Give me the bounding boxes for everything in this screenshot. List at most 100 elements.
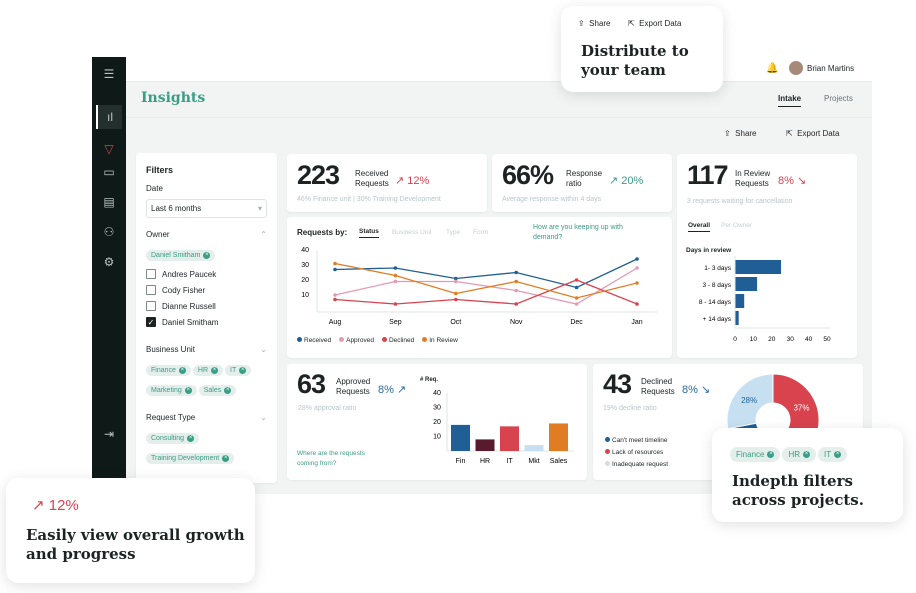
growth-heading: Easily view overall growth and progress <box>26 526 245 563</box>
chevron-down-icon[interactable]: ⌄ <box>260 413 267 422</box>
trend-down-icon: ↘ <box>700 384 711 396</box>
tab-intake[interactable]: Intake <box>778 94 802 107</box>
filter-chip[interactable]: Sales × <box>198 385 237 396</box>
filter-chip[interactable]: Finance × <box>146 365 191 376</box>
page-title: Insights <box>141 90 206 106</box>
insights-icon[interactable]: ıl <box>96 105 122 129</box>
requests-trend-card: Requests by: Status Business Unit Type F… <box>287 217 672 358</box>
x-tick-label: Mkt <box>528 458 539 465</box>
tab-form[interactable]: Form <box>473 229 489 236</box>
data-point <box>514 279 518 284</box>
sidebar: ☰ ıl ▽ ▭ ▤ ⚇ ⚙ ⇥ <box>92 57 126 482</box>
legend-item[interactable]: Received <box>297 337 331 344</box>
remove-icon[interactable]: × <box>211 367 219 374</box>
document-icon[interactable]: ▤ <box>103 195 115 209</box>
data-point <box>454 276 458 281</box>
legend-item[interactable]: In Review <box>422 337 458 344</box>
legend-item[interactable]: Approved <box>339 337 374 344</box>
data-point <box>574 302 579 306</box>
filter-chip[interactable]: HR × <box>192 365 224 376</box>
filter-icon[interactable]: ▽ <box>104 142 114 156</box>
tab-projects[interactable]: Projects <box>824 94 853 103</box>
avatar[interactable] <box>789 61 803 75</box>
bell-icon[interactable]: 🔔 <box>766 63 779 74</box>
share-icon: ⇪ <box>578 19 585 28</box>
business-unit-label: Business Unit <box>146 345 195 354</box>
review-label: In Review Requests <box>735 169 771 188</box>
x-tick-label: Oct <box>450 319 461 326</box>
filter-chip[interactable]: Training Development × <box>146 453 235 464</box>
approved-label: Approved Requests <box>336 377 371 396</box>
legend-item: Lack of resources <box>605 447 668 459</box>
data-point <box>333 297 337 302</box>
filter-chip[interactable]: Finance × <box>730 447 781 462</box>
remove-icon[interactable]: × <box>803 451 811 458</box>
response-sub: Average response within 4 days <box>502 196 602 203</box>
trend-question-link[interactable]: How are you keeping up with demand? <box>533 224 623 241</box>
date-label: Date <box>146 184 163 193</box>
tab-status[interactable]: Status <box>359 228 379 238</box>
callout-share-button[interactable]: ⇪ Share <box>578 19 611 28</box>
settings-icon[interactable]: ⚙ <box>103 255 115 269</box>
tab-business-unit[interactable]: Business Unit <box>392 229 432 236</box>
filter-chip[interactable]: IT × <box>225 365 252 376</box>
approved-sub: 28% approval ratio <box>298 405 357 412</box>
data-point <box>635 257 639 261</box>
filter-chip[interactable]: Consulting × <box>146 433 200 444</box>
hbar <box>735 277 758 291</box>
remove-icon[interactable]: × <box>767 451 775 458</box>
review-value: 117 <box>687 160 729 190</box>
callout-export-button[interactable]: ⇱ Export Data <box>628 19 682 28</box>
remove-icon[interactable]: × <box>203 252 211 259</box>
legend-item: Can't meet timeline <box>605 435 668 447</box>
user-name[interactable]: Brian Martins <box>807 64 855 73</box>
donut-slice <box>726 373 774 430</box>
tab-overall[interactable]: Overall <box>688 222 711 232</box>
trend-up-icon: ↗ <box>396 384 407 396</box>
owner-checkbox[interactable]: Andres Paucek <box>146 269 267 279</box>
y-tick-label: 40 <box>433 390 441 397</box>
remove-icon[interactable]: × <box>224 387 232 394</box>
remove-icon[interactable]: × <box>222 455 230 462</box>
owner-checkbox[interactable]: Cody Fisher <box>146 285 267 295</box>
approved-question-link[interactable]: Where are the requests coming from? <box>297 450 365 467</box>
date-select[interactable]: Last 6 months ▾ <box>146 199 267 218</box>
data-point <box>393 302 398 306</box>
tab-per-owner[interactable]: Per Owner <box>721 222 753 229</box>
card-icon[interactable]: ▭ <box>103 165 115 179</box>
donut-label: 37% <box>793 404 809 413</box>
line-legend: Received Approved Declined In Review <box>297 337 458 344</box>
remove-icon[interactable]: × <box>239 367 247 374</box>
share-button[interactable]: ⇪ Share <box>724 129 757 138</box>
export-data-button[interactable]: ⇱ Export Data <box>786 129 840 138</box>
chevron-down-icon[interactable]: ⌄ <box>260 345 267 354</box>
remove-icon[interactable]: × <box>187 435 195 442</box>
remove-icon[interactable]: × <box>834 451 842 458</box>
legend-item[interactable]: Declined <box>381 337 414 344</box>
data-point <box>454 297 458 302</box>
menu-icon[interactable]: ☰ <box>103 67 115 81</box>
x-tick-label: Sep <box>389 319 402 326</box>
filter-chip[interactable]: Marketing × <box>146 385 197 396</box>
tab-type[interactable]: Type <box>446 229 461 236</box>
logout-icon[interactable]: ⇥ <box>103 427 115 441</box>
trend-down-icon: ↘ <box>796 175 807 187</box>
chevron-up-icon[interactable]: ⌃ <box>260 230 267 239</box>
remove-icon[interactable]: × <box>178 367 186 374</box>
received-sub: 46% Finance unit | 30% Training Developm… <box>297 196 441 203</box>
x-tick-label: 20 <box>768 336 776 343</box>
owner-checkbox[interactable]: ✓ Daniel Smitham <box>146 317 219 327</box>
export-icon: ⇱ <box>628 19 635 28</box>
trend-title: Requests by: <box>297 228 348 237</box>
users-icon[interactable]: ⚇ <box>103 225 115 239</box>
series-line-approved <box>334 267 638 305</box>
filter-chip[interactable]: HR × <box>782 447 817 462</box>
owner-checkbox[interactable]: Dianne Russell <box>146 301 267 311</box>
owner-chip[interactable]: Daniel Smitham × <box>146 250 216 261</box>
y-tick-label: 10 <box>301 292 309 299</box>
review-sub: 3 requests waiting for cancellation <box>687 198 793 205</box>
data-point <box>393 279 398 284</box>
filters-panel: Filters Date Last 6 months ▾ Owner ⌃ Danie… <box>136 153 277 483</box>
filter-chip[interactable]: IT × <box>818 447 848 462</box>
remove-icon[interactable]: × <box>184 387 192 394</box>
